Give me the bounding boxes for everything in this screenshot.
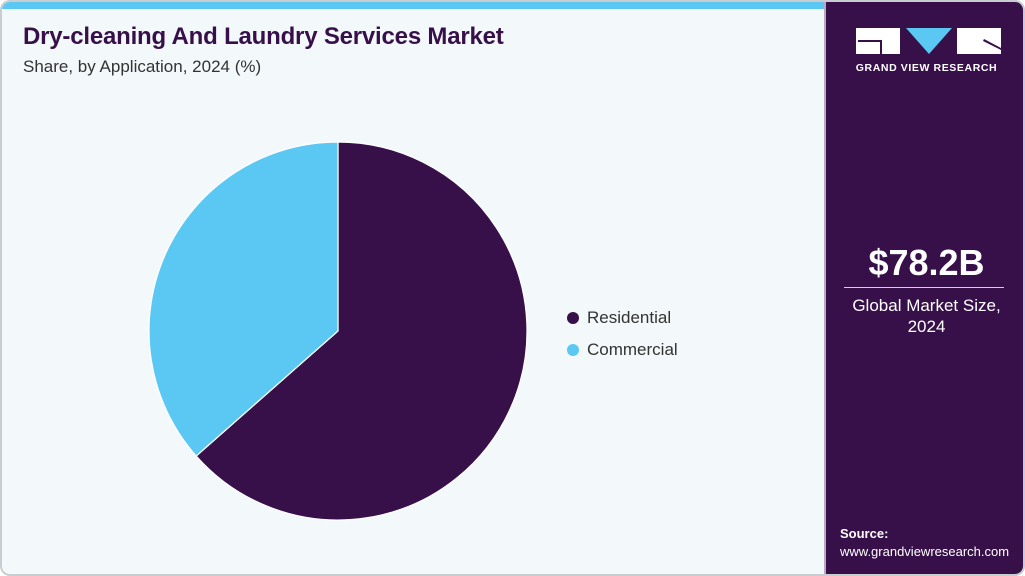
market-size-label: Global Market Size, 2024 (826, 295, 1023, 337)
legend-item-commercial: Commercial (567, 334, 678, 366)
logo-text: GRAND VIEW RESEARCH (855, 62, 998, 74)
chart-title: Dry-cleaning And Laundry Services Market (23, 23, 504, 50)
legend: Residential Commercial (567, 302, 678, 366)
pie-slice-residential (195, 141, 528, 521)
chart-subtitle: Share, by Application, 2024 (%) (23, 57, 262, 76)
pie-chart (148, 141, 528, 521)
grand-view-research-logo-icon (856, 28, 1001, 54)
legend-label: Commercial (587, 340, 678, 359)
source-url: www.grandviewresearch.com (840, 544, 1010, 559)
legend-item-residential: Residential (567, 302, 678, 334)
market-size-value: $78.2B (868, 242, 985, 283)
legend-dot-icon (567, 344, 579, 356)
market-size-label-line2: 2024 (907, 317, 946, 336)
sidebar: GRAND VIEW RESEARCH $78.2B Global Market… (824, 2, 1023, 574)
source-label: Source: (840, 526, 889, 541)
divider (844, 287, 1004, 288)
market-size-label-line1: Global Market Size, (852, 296, 1001, 315)
legend-label: Residential (587, 308, 672, 327)
pie-slice-commercial (148, 141, 339, 457)
legend-dot-icon (567, 312, 579, 324)
accent-bar (2, 2, 824, 9)
